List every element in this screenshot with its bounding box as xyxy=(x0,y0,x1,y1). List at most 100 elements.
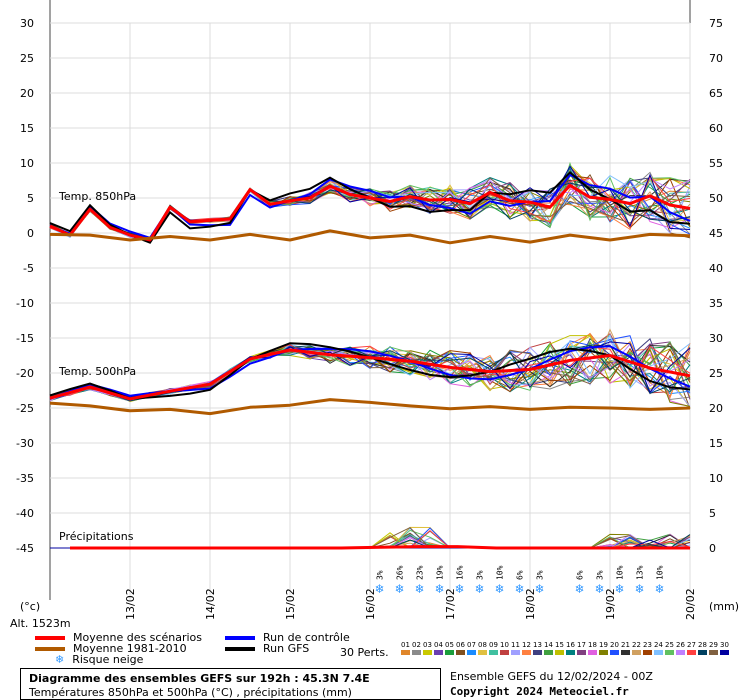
snow-risk-pct: 3% xyxy=(596,570,605,580)
pert-swatch xyxy=(610,650,619,655)
snow-risk-pct: 26% xyxy=(396,565,405,580)
legend-mean: Moyenne des scénarios xyxy=(35,631,202,644)
pert-label: 12 xyxy=(522,641,531,649)
pert-label: 14 xyxy=(544,641,553,649)
legend-control: Run de contrôle xyxy=(225,631,350,644)
t850-label: Temp. 850hPa xyxy=(58,190,136,203)
pert-swatch xyxy=(687,650,696,655)
pert-label: 04 xyxy=(434,641,443,649)
left-tick-label: -45 xyxy=(16,542,34,555)
right-tick-label: 25 xyxy=(709,367,723,380)
legend-gfs: Run GFS xyxy=(225,642,309,655)
snow-risk-pct: 16% xyxy=(456,565,465,580)
pert-label: 22 xyxy=(632,641,641,649)
pert-label: 08 xyxy=(478,641,487,649)
right-tick-label: 55 xyxy=(709,157,723,170)
pert-label: 23 xyxy=(643,641,652,649)
legend-snow-label: Risque neige xyxy=(72,653,144,666)
left-tick-label: 30 xyxy=(20,17,34,30)
snowflake-icon: ❄ xyxy=(655,582,665,596)
date-tick-label: 15/02 xyxy=(284,588,297,620)
pert-swatch xyxy=(445,650,454,655)
left-tick-label: -30 xyxy=(16,437,34,450)
snowflake-icon: ❄ xyxy=(475,582,485,596)
snow-risk-pct: 3% xyxy=(376,570,385,580)
snowflake-icon: ❄ xyxy=(55,653,65,666)
right-tick-label: 60 xyxy=(709,122,723,135)
pert-label: 03 xyxy=(423,641,432,649)
pert-label: 01 xyxy=(401,641,410,649)
left-tick-label: -15 xyxy=(16,332,34,345)
legend-climo-swatch xyxy=(35,647,65,651)
pert-label: 11 xyxy=(511,641,520,649)
date-tick-label: 17/02 xyxy=(444,588,457,620)
snowflake-icon: ❄ xyxy=(595,582,605,596)
pert-label: 18 xyxy=(588,641,597,649)
pert-swatch xyxy=(654,650,663,655)
right-tick-label: 40 xyxy=(709,262,723,275)
date-tick-label: 16/02 xyxy=(364,588,377,620)
pert-label: 29 xyxy=(709,641,718,649)
left-tick-label: 25 xyxy=(20,52,34,65)
pert-swatch xyxy=(643,650,652,655)
pert-swatch xyxy=(632,650,641,655)
right-tick-label: 65 xyxy=(709,87,723,100)
left-tick-label: 0 xyxy=(27,227,34,240)
right-tick-label: 30 xyxy=(709,332,723,345)
pert-swatch xyxy=(599,650,608,655)
pert-swatch xyxy=(621,650,630,655)
pert-label: 05 xyxy=(445,641,454,649)
snow-risk-row: 3% ❄ 26% ❄ 23% ❄ 19% ❄ 16% ❄ 3% ❄ 10% ❄ 6% ❄ 3% ❄ 6% ❄ 3% ❄ 10… xyxy=(375,565,665,596)
pert-label: 02 xyxy=(412,641,421,649)
pert-swatch xyxy=(511,650,520,655)
right-tick-label: 5 xyxy=(709,507,716,520)
pert-label: 28 xyxy=(698,641,707,649)
snow-risk-pct: 10% xyxy=(656,565,665,580)
legend-perts: 30 Perts. xyxy=(340,646,389,659)
legend-control-swatch xyxy=(225,636,255,640)
pert-label: 21 xyxy=(621,641,630,649)
left-tick-label: -5 xyxy=(23,262,34,275)
right-tick-label: 15 xyxy=(709,437,723,450)
right-tick-label: 0 xyxy=(709,542,716,555)
snowflake-icon: ❄ xyxy=(435,582,445,596)
right-tick-label: 45 xyxy=(709,227,723,240)
right-tick-label: 70 xyxy=(709,52,723,65)
pert-swatch xyxy=(467,650,476,655)
date-tick-label: 19/02 xyxy=(604,588,617,620)
snowflake-icon: ❄ xyxy=(375,582,385,596)
legend-mean-swatch xyxy=(35,636,65,640)
left-unit: (°c) xyxy=(20,600,40,613)
right-unit: (mm) xyxy=(709,600,739,613)
pert-label: 07 xyxy=(467,641,476,649)
left-tick-label: -25 xyxy=(16,402,34,415)
snow-risk-pct: 6% xyxy=(516,570,525,580)
snowflake-icon: ❄ xyxy=(575,582,585,596)
pert-label: 24 xyxy=(654,641,663,649)
main-series xyxy=(49,171,691,550)
date-tick-label: 20/02 xyxy=(684,588,697,620)
pert-label: 13 xyxy=(533,641,542,649)
left-tick-label: -20 xyxy=(16,367,34,380)
snow-risk-pct: 10% xyxy=(496,565,505,580)
left-tick-label: -10 xyxy=(16,297,34,310)
snow-risk-pct: 23% xyxy=(416,565,425,580)
legend-gfs-swatch xyxy=(225,647,255,651)
right-tick-label: 10 xyxy=(709,472,723,485)
pert-label: 25 xyxy=(665,641,674,649)
altitude-label: Alt. 1523m xyxy=(10,617,71,630)
right-tick-label: 50 xyxy=(709,192,723,205)
pert-swatch xyxy=(566,650,575,655)
snow-risk-pct: 6% xyxy=(576,570,585,580)
snow-risk-pct: 19% xyxy=(436,565,445,580)
snow-risk-pct: 3% xyxy=(536,570,545,580)
pert-swatch xyxy=(676,650,685,655)
pert-label: 15 xyxy=(555,641,564,649)
pert-label: 30 xyxy=(720,641,729,649)
date-tick-label: 18/02 xyxy=(524,588,537,620)
legend-control-label: Run de contrôle xyxy=(263,631,350,644)
legend-climo-label: Moyenne 1981-2010 xyxy=(73,642,187,655)
pert-label: 16 xyxy=(566,641,575,649)
legend-snow: ❄ Risque neige xyxy=(55,653,143,666)
